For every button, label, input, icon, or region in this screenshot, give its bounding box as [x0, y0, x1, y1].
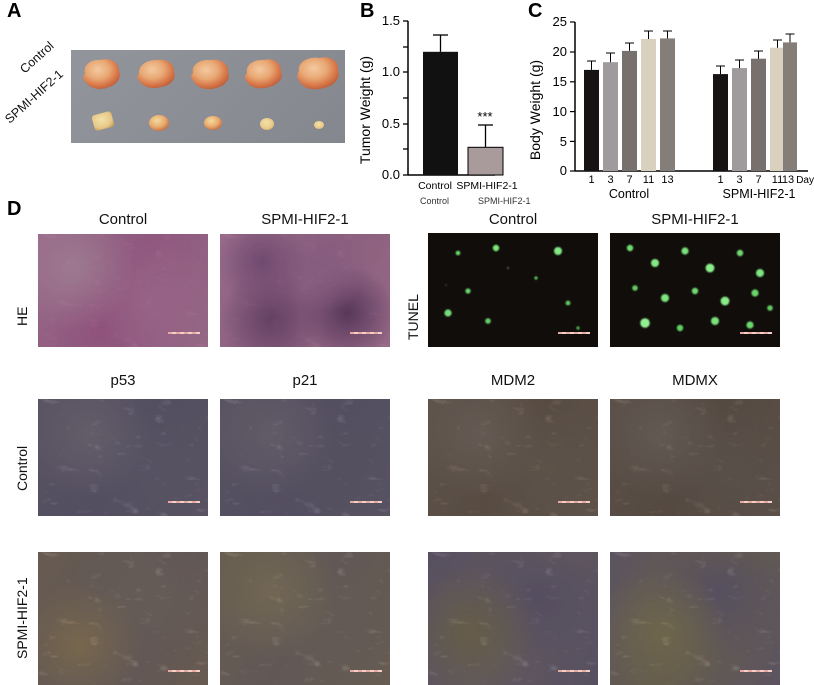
- svg-text:11: 11: [643, 174, 654, 186]
- svg-text:10: 10: [553, 104, 567, 119]
- svg-text:SPMI-HIF2-1: SPMI-HIF2-1: [456, 180, 517, 192]
- svg-text:7: 7: [626, 174, 632, 186]
- svg-text:1.0: 1.0: [382, 64, 400, 79]
- svg-text:Control: Control: [418, 180, 452, 192]
- svg-text:20: 20: [553, 44, 567, 59]
- svg-text:13: 13: [661, 174, 673, 186]
- svg-text:13: 13: [782, 174, 794, 186]
- svg-text:3: 3: [736, 174, 742, 186]
- svg-text:25: 25: [553, 14, 567, 29]
- svg-text:0: 0: [560, 163, 567, 178]
- svg-text:7: 7: [755, 174, 761, 186]
- svg-text:Tumor Weight (g): Tumor Weight (g): [357, 56, 373, 164]
- svg-text:0.5: 0.5: [382, 116, 400, 131]
- svg-text:1.5: 1.5: [382, 13, 400, 28]
- svg-text:0.0: 0.0: [382, 167, 400, 182]
- svg-text:***: ***: [477, 109, 492, 124]
- svg-text:3: 3: [607, 174, 613, 186]
- svg-text:1: 1: [588, 174, 594, 186]
- svg-text:15: 15: [553, 74, 567, 89]
- svg-text:SPMI-HIF2-1: SPMI-HIF2-1: [723, 187, 796, 200]
- svg-text:Body Weight (g): Body Weight (g): [528, 60, 543, 160]
- svg-text:Day: Day: [796, 175, 814, 186]
- svg-text:5: 5: [560, 134, 567, 149]
- svg-text:1: 1: [717, 174, 723, 186]
- svg-text:Control: Control: [609, 187, 649, 200]
